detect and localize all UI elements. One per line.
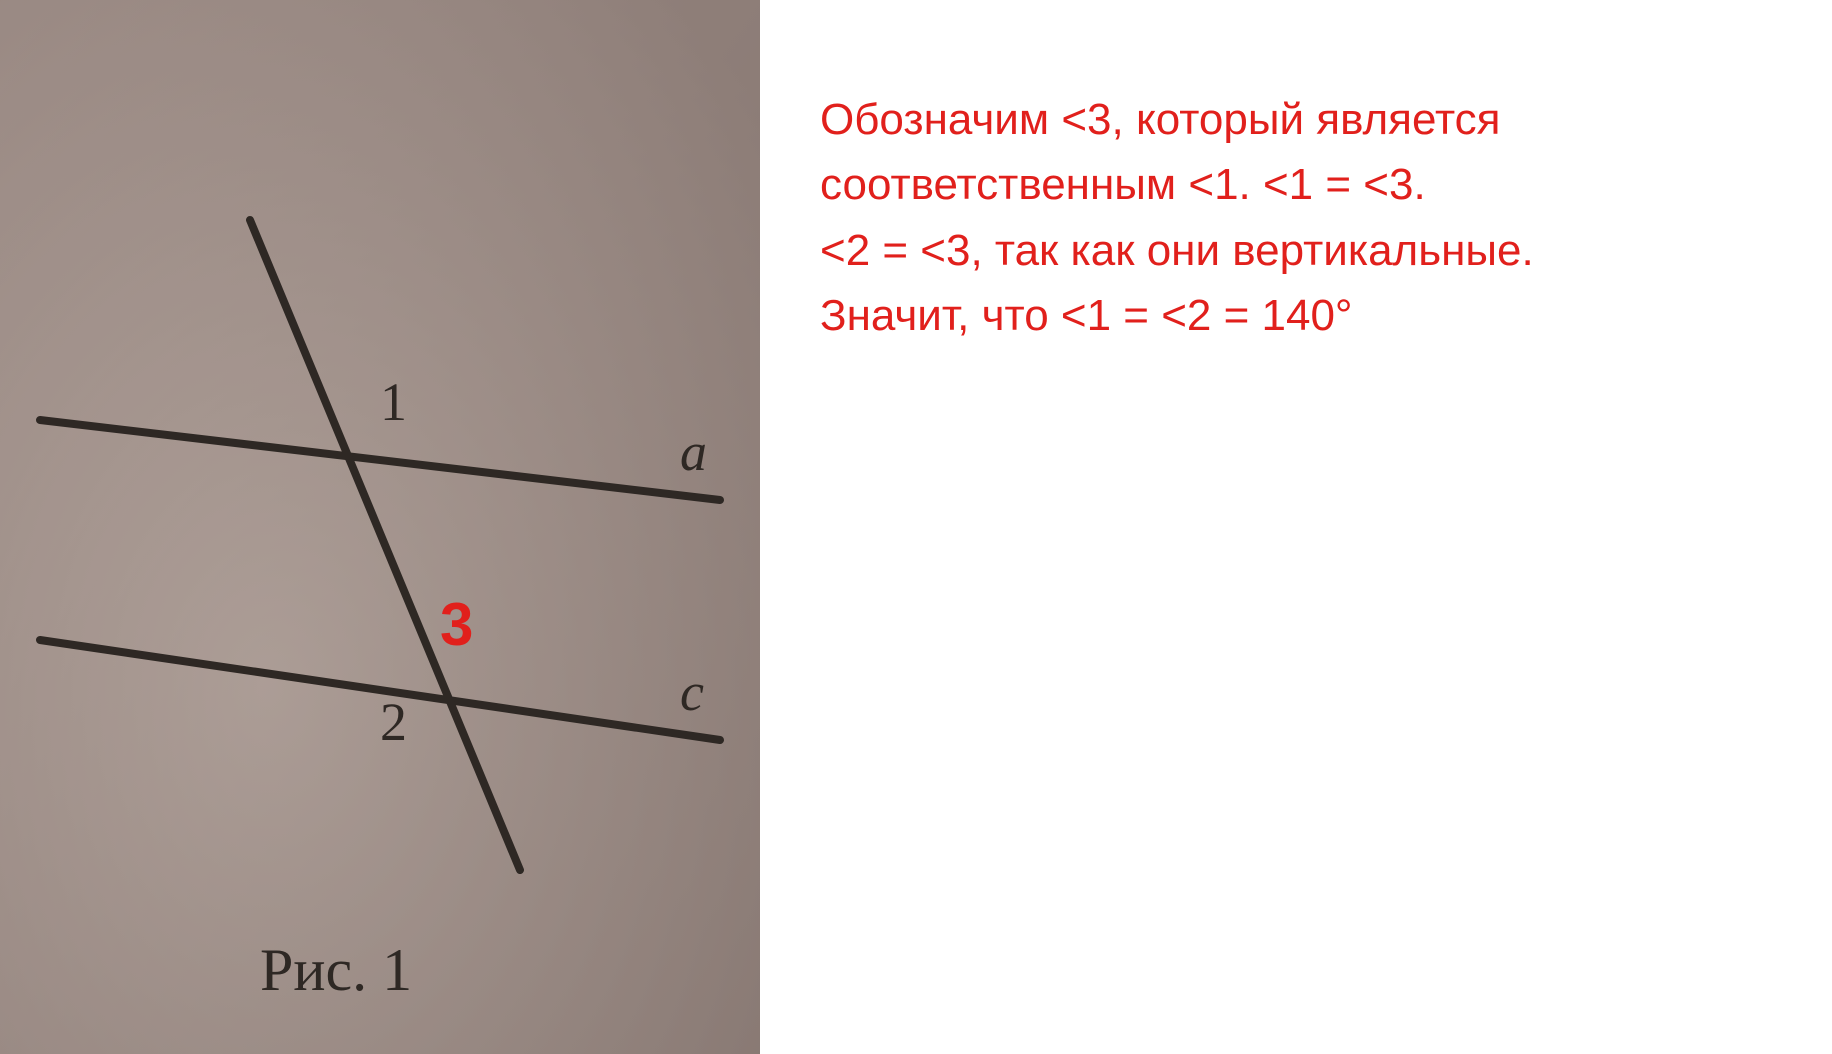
solution-line-3: <2 = <3, так как они вертикальные.	[820, 221, 1782, 280]
diagram-photo-panel: 1 2 a c Рис. 1 3	[0, 0, 760, 1054]
angle-2-label: 2	[380, 692, 407, 752]
line-a-label: a	[680, 422, 707, 482]
angle-3-annotation: 3	[440, 590, 473, 659]
diagram-svg: 1 2 a c Рис. 1	[0, 0, 760, 1054]
solution-line-2: соответственным <1. <1 = <3.	[820, 155, 1782, 214]
page-container: 1 2 a c Рис. 1 3 Обозначим <3, который я…	[0, 0, 1832, 1054]
figure-caption: Рис. 1	[260, 937, 412, 1003]
angle-1-label: 1	[380, 372, 407, 432]
line-c-label: c	[680, 662, 704, 722]
solution-line-1: Обозначим <3, который является	[820, 90, 1782, 149]
solution-text-panel: Обозначим <3, который является соответст…	[760, 0, 1832, 1054]
solution-line-4: Значит, что <1 = <2 = 140°	[820, 286, 1782, 345]
